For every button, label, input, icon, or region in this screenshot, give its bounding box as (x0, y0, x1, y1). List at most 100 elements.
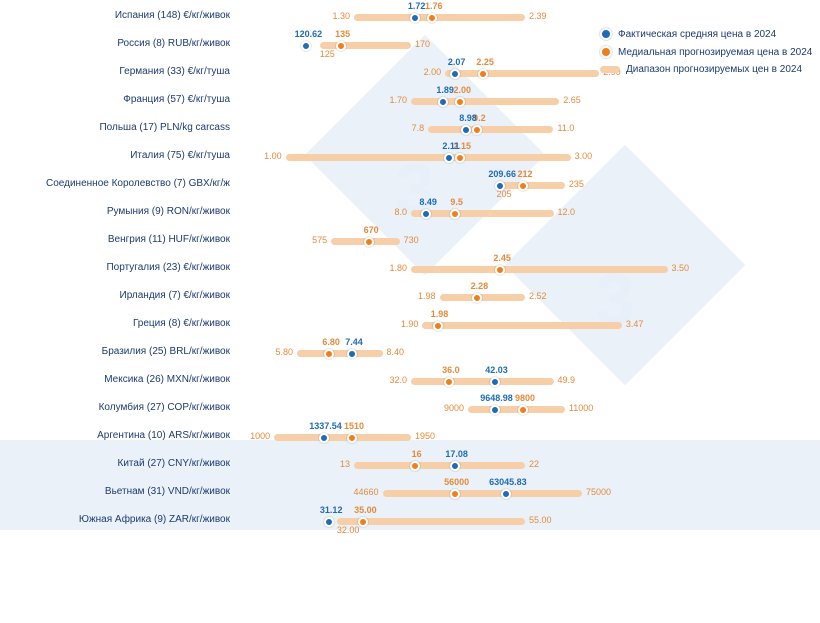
price-row: Соединенное Королевство (7) GBX/кг/ж2052… (0, 172, 820, 200)
range-high-label: 12.0 (558, 207, 576, 217)
range-low-label: 2.00 (424, 67, 442, 77)
actual-dot (444, 153, 454, 163)
country-label: Мексика (26) MXN/кг/живок (10, 374, 230, 385)
price-row: Венгрия (11) HUF/кг/живок575730670 (0, 228, 820, 256)
range-high-label: 3.50 (672, 263, 690, 273)
median-value: 2.28 (471, 281, 489, 291)
country-label: Португалия (23) €/кг/живок (10, 262, 230, 273)
country-label: Италия (75) €/кг/туша (10, 150, 230, 161)
track-area: 7.811.09.28.98 (240, 116, 810, 144)
track-area: 1.80 3.50 2.45 (240, 256, 810, 284)
range-bar (354, 462, 525, 469)
range-high-label: 49.9 (558, 375, 576, 385)
country-label: Китай (27) CNY/кг/живок (10, 458, 230, 469)
range-bar (411, 98, 559, 105)
track-area: 575730670 (240, 228, 810, 256)
track-area: 44660 75000 56000 63045.83 (240, 480, 810, 508)
range-high-label: 75000 (586, 487, 611, 497)
country-label: Греция (8) €/кг/живок (10, 318, 230, 329)
range-high-label: 2.65 (563, 95, 581, 105)
country-label: Южная Африка (9) ZAR/кг/живок (10, 514, 230, 525)
track-area: 1.003.002.152.11 (240, 144, 810, 172)
range-high-label: 235 (569, 179, 584, 189)
range-low-label: 8.0 (394, 207, 407, 217)
range-bar (320, 42, 411, 49)
track-area: 1.98 2.52 2.28 (240, 284, 810, 312)
actual-dot (490, 405, 500, 415)
range-low-label: 44660 (353, 487, 378, 497)
range-low-label: 7.8 (412, 123, 425, 133)
country-label: Румыния (9) RON/кг/живок (10, 206, 230, 217)
median-value: 35.00 (354, 505, 377, 515)
legend: Фактическая средняя цена в 2024 Медиальна… (600, 28, 812, 81)
actual-dot (319, 433, 329, 443)
actual-dot (421, 209, 431, 219)
price-row: Франция (57) €/кг/туша1.702.652.001.89 (0, 88, 820, 116)
actual-value: 2.11 (442, 141, 459, 151)
actual-value: 1.72 (408, 1, 426, 11)
actual-value: 1.89 (436, 85, 454, 95)
legend-text: Медиальная прогнозируемая цена в 2024 (618, 47, 812, 58)
median-value: 2.00 (454, 85, 472, 95)
range-high-label: 2.39 (529, 11, 547, 21)
actual-dot (301, 41, 311, 51)
range-bar (286, 154, 571, 161)
median-dot (324, 349, 334, 359)
price-row: Польша (17) PLN/kg carcass7.811.09.28.98 (0, 116, 820, 144)
median-dot (472, 125, 482, 135)
range-low-label: 1000 (250, 431, 270, 441)
price-row: Бразилия (25) BRL/кг/живок5.808.406.807.… (0, 340, 820, 368)
range-bar (422, 322, 622, 329)
legend-item: Диапазон прогнозируемых цен в 2024 (600, 64, 812, 75)
range-high-label: 8.40 (387, 347, 405, 357)
actual-value: 8.49 (419, 197, 437, 207)
legend-text: Фактическая средняя цена в 2024 (618, 29, 776, 40)
median-value: 1.98 (431, 309, 449, 319)
median-value: 56000 (444, 477, 469, 487)
range-low-label: 1.80 (389, 263, 407, 273)
actual-dot (450, 69, 460, 79)
range-bar (411, 210, 554, 217)
range-bar (497, 182, 565, 189)
range-low-label: 575 (312, 235, 327, 245)
price-range-chart: 33Испания (148) €/кг/живок1.302.391.761.… (0, 0, 820, 623)
actual-dot (324, 517, 334, 527)
median-dot (358, 517, 368, 527)
actual-value: 209.66 (488, 169, 516, 179)
median-dot (427, 13, 437, 23)
country-label: Россия (8) RUB/кг/живок (10, 38, 230, 49)
range-low-label: 1.98 (418, 291, 436, 301)
legend-item: Фактическая средняя цена в 2024 (600, 28, 812, 40)
median-dot (450, 209, 460, 219)
range-bar (411, 266, 668, 273)
median-dot (455, 153, 465, 163)
range-low-label: 125 (320, 49, 335, 59)
price-row: Греция (8) €/кг/живок1.903.471.98 (0, 312, 820, 340)
price-row: Румыния (9) RON/кг/живок8.012.09.58.49 (0, 200, 820, 228)
actual-dot (495, 181, 505, 191)
median-dot (444, 377, 454, 387)
actual-dot (438, 97, 448, 107)
range-low-label: 5.80 (275, 347, 293, 357)
range-high-label: 2.52 (529, 291, 547, 301)
country-label: Франция (57) €/кг/туша (10, 94, 230, 105)
actual-value: 63045.83 (489, 477, 527, 487)
median-dot (450, 489, 460, 499)
legend-swatch (600, 66, 620, 73)
actual-dot (461, 125, 471, 135)
median-dot (455, 97, 465, 107)
median-value: 2.45 (493, 253, 511, 263)
median-value: 1510 (344, 421, 364, 431)
actual-value: 42.03 (485, 365, 508, 375)
median-dot (478, 69, 488, 79)
median-dot (472, 293, 482, 303)
range-bar (297, 350, 383, 357)
country-label: Соединенное Королевство (7) GBX/кг/ж (10, 178, 230, 189)
range-bar (383, 490, 583, 497)
range-high-label: 170 (415, 39, 430, 49)
range-high-label: 1950 (415, 431, 435, 441)
median-dot (495, 265, 505, 275)
median-value: 9800 (515, 393, 535, 403)
median-dot (518, 181, 528, 191)
country-label: Колумбия (27) COP/кг/живок (10, 402, 230, 413)
